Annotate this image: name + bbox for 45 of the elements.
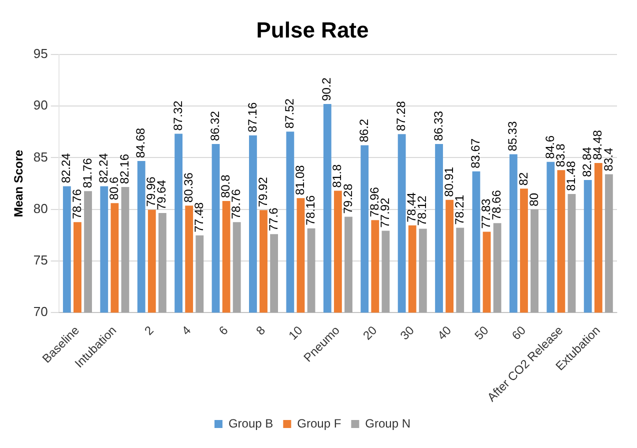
x-tick-label: 10 bbox=[286, 323, 306, 343]
data-label: 82.24 bbox=[59, 152, 74, 184]
data-label: 79.92 bbox=[256, 176, 270, 208]
data-label: 87.28 bbox=[394, 100, 408, 132]
data-label: 77.48 bbox=[192, 202, 206, 232]
data-label: 78.16 bbox=[304, 194, 318, 226]
x-tick-label: 60 bbox=[509, 323, 529, 343]
data-label: 87.52 bbox=[282, 98, 296, 129]
y-tick-label: 95 bbox=[33, 46, 48, 61]
y-tick-label: 75 bbox=[33, 252, 48, 268]
data-label: 82 bbox=[516, 172, 530, 186]
x-tick-label: 4 bbox=[178, 323, 194, 338]
data-label: 86.33 bbox=[431, 110, 446, 141]
data-label: 83.67 bbox=[468, 138, 483, 168]
legend-label: Group N bbox=[365, 416, 411, 430]
y-tick-label: 85 bbox=[33, 149, 48, 164]
data-label: 90.2 bbox=[320, 77, 334, 101]
chart-title: Pulse Rate bbox=[256, 17, 369, 42]
x-tick-label: 2 bbox=[142, 323, 157, 338]
x-tick-label: 50 bbox=[472, 323, 492, 343]
y-tick-label: 90 bbox=[33, 98, 48, 113]
data-label: 84.68 bbox=[134, 128, 148, 158]
data-label: 86.32 bbox=[208, 110, 222, 142]
data-label: 80 bbox=[526, 192, 541, 206]
y-tick-label: 70 bbox=[33, 304, 48, 320]
legend-label: Group B bbox=[228, 416, 274, 430]
data-label: 81.08 bbox=[293, 164, 308, 196]
y-tick-label: 80 bbox=[33, 200, 48, 216]
data-label: 80.36 bbox=[181, 172, 196, 203]
data-label: 78.76 bbox=[70, 188, 84, 220]
x-tick-label: 40 bbox=[434, 323, 454, 343]
data-label: 81.76 bbox=[80, 158, 94, 188]
data-label: 85.33 bbox=[506, 120, 520, 152]
data-label: 77.6 bbox=[266, 207, 280, 232]
x-tick-label: 20 bbox=[360, 323, 380, 343]
y-axis-title: Mean Score bbox=[12, 149, 26, 218]
data-label: 87.16 bbox=[245, 102, 260, 132]
data-label: 80.91 bbox=[442, 166, 456, 197]
x-tick-label: 30 bbox=[397, 323, 418, 343]
data-label: 78.21 bbox=[452, 194, 466, 225]
data-label: 86.2 bbox=[356, 118, 371, 142]
legend-label: Group F bbox=[297, 416, 342, 430]
data-label: 87.32 bbox=[170, 100, 185, 131]
x-tick-label: 8 bbox=[253, 323, 268, 338]
x-tick-label: 6 bbox=[216, 323, 231, 338]
